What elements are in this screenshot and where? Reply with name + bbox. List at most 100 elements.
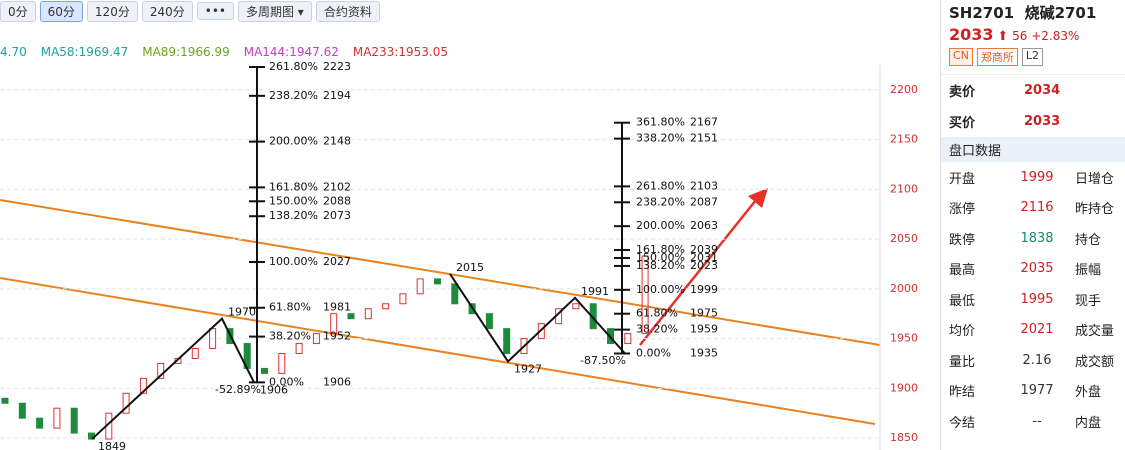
candle (122, 392, 130, 414)
candle (157, 362, 165, 379)
change-pct: +2.83% (1031, 29, 1080, 43)
stat-row: 跌停 1838 持仓 (941, 223, 1125, 254)
fib-price: 2023 (690, 259, 718, 272)
stat-label: 昨持仓 (1075, 202, 1115, 218)
fib-ratio: 138.20% (636, 259, 685, 272)
candle (382, 303, 390, 310)
candle (624, 333, 632, 345)
ma-row: 4.70 MA58:1969.47 MA89:1966.99 MA144:1947.6… (0, 45, 448, 59)
y-tick-label: 1900 (890, 381, 918, 394)
pct-label: -87.50% (580, 354, 626, 367)
stat-label: 内盘 (1075, 415, 1102, 431)
toolbar-button[interactable]: 240分 (141, 0, 193, 22)
wave-line (449, 273, 626, 364)
tag: L2 (1021, 48, 1044, 66)
toolbar-button[interactable]: 0分 (0, 0, 36, 22)
fib-price: 2167 (690, 116, 718, 129)
fib-price: 2194 (323, 89, 351, 102)
candle (364, 308, 372, 320)
candle (261, 367, 268, 374)
wave-line (91, 317, 255, 440)
fib-price: 2087 (690, 195, 718, 208)
stat-row: 最低 1995 现手 (941, 284, 1125, 315)
stat-row: 今结 -- 内盘 (941, 406, 1125, 437)
stat-row: 均价 2021 成交量 (941, 315, 1125, 346)
candle (18, 402, 26, 419)
stat-value: 2035 (1020, 261, 1054, 277)
symbol: SH2701 (949, 4, 1015, 22)
change: 56 (1012, 29, 1028, 43)
plot-area (0, 65, 880, 450)
tag: CN (949, 48, 973, 66)
candle (53, 407, 61, 429)
stat-label: 成交额 (1075, 354, 1115, 370)
candle (485, 313, 493, 330)
candle (399, 293, 407, 305)
toolbar: 0分 60分 120分 240分 ••• 多周期图 ▾ 合约资料 (0, 0, 380, 22)
ask-label: 卖价 (949, 85, 976, 100)
stat-label: 昨结 (949, 385, 976, 401)
y-tick-label: 2200 (890, 83, 918, 96)
stat-label: 今结 (949, 415, 976, 431)
candle (278, 353, 286, 374)
ma-label: MA89:1966.99 (142, 45, 230, 59)
stat-row: 开盘 1999 日增仓 (941, 162, 1125, 193)
candle (537, 323, 545, 340)
fib-price: 1906 (323, 375, 351, 388)
pivot-label: 1849 (98, 440, 126, 450)
toolbar-button[interactable]: 60分 (39, 0, 83, 22)
stat-label: 振幅 (1075, 263, 1102, 279)
bid-label: 买价 (949, 116, 976, 131)
fib-ratio: 61.80% (636, 307, 678, 320)
stat-label: 持仓 (1075, 232, 1102, 248)
fib-price: 1981 (323, 301, 351, 314)
stats: 开盘 1999 日增仓 涨停 2116 昨持仓 跌停 1838 持仓 最高 2035 振幅 最低 1995… (941, 162, 1125, 437)
candle (191, 348, 199, 359)
bid: 2033 (1024, 114, 1061, 129)
fib-ratio: 0.00% (636, 347, 671, 360)
trend-line (0, 199, 881, 346)
candle (572, 303, 580, 310)
price: 2033 (949, 25, 994, 44)
y-tick-label: 2050 (890, 232, 918, 245)
fib-ratio: 361.80% (636, 116, 685, 129)
y-tick-label: 2000 (890, 282, 918, 295)
stat-label: 最低 (949, 293, 976, 309)
candle (330, 313, 338, 335)
stat-row: 涨停 2116 昨持仓 (941, 193, 1125, 224)
pivot-label: 1970 (228, 306, 256, 319)
tag: 郑商所 (976, 48, 1018, 66)
y-tick-label: 2100 (890, 182, 918, 195)
stat-row: 最高 2035 振幅 (941, 254, 1125, 285)
fib-price: 2031 (690, 251, 718, 264)
ma-label: MA58:1969.47 (40, 45, 129, 59)
pivot-label: 2015 (456, 261, 484, 274)
stat-row: 昨结 1977 外盘 (941, 376, 1125, 407)
trend-line (0, 277, 876, 425)
fib-price: 2148 (323, 135, 351, 148)
fib-ratio: 150.00% (269, 194, 318, 207)
stat-label: 最高 (949, 263, 976, 279)
fib-ratio: 100.00% (636, 283, 685, 296)
fib-ratio: 161.80% (269, 180, 318, 193)
fib-ratio: 38.20% (269, 330, 311, 343)
fib-ratio: 150.00% (636, 251, 685, 264)
stat-value: 1838 (1020, 230, 1054, 246)
fib-ratio: 238.20% (269, 89, 318, 102)
y-tick-label: 1950 (890, 332, 918, 345)
ma-label: 4.70 (0, 45, 27, 59)
toolbar-button[interactable]: 120分 (86, 0, 138, 22)
y-tick-label: 1850 (890, 431, 918, 444)
candle (641, 255, 649, 335)
candle (139, 377, 147, 394)
tags: CN 郑商所 L2 (941, 44, 1125, 70)
toolbar-button[interactable]: ••• (196, 2, 234, 20)
candle (451, 283, 459, 305)
stat-label: 均价 (949, 324, 976, 340)
fib-price: 1952 (323, 330, 351, 343)
pivot-label: 1991 (581, 285, 609, 298)
toolbar-button[interactable]: 合约资料 (315, 0, 380, 22)
candle (1, 397, 9, 404)
toolbar-button[interactable]: 多周期图 ▾ (237, 0, 312, 22)
fib-price: 1999 (690, 283, 718, 296)
